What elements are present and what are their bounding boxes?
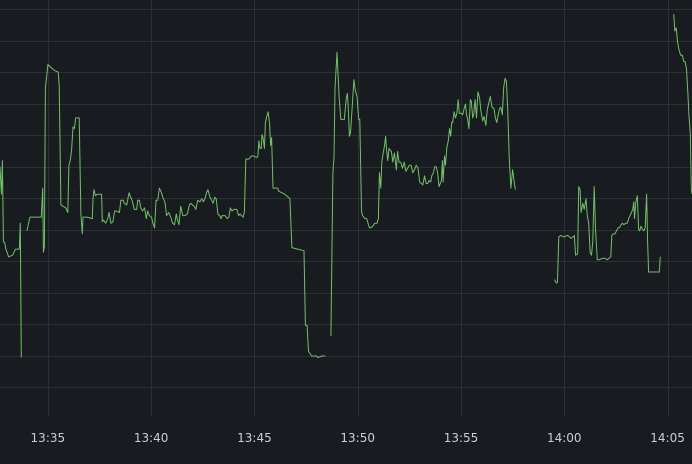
- x-tick-label: 13:45: [237, 431, 272, 445]
- series-line-segment: [0, 160, 22, 358]
- x-tick-label: 13:50: [340, 431, 375, 445]
- x-tick-label: 14:05: [650, 431, 685, 445]
- x-tick-label: 13:55: [444, 431, 479, 445]
- series-line-segment: [26, 64, 326, 358]
- x-tick-label: 14:00: [547, 431, 582, 445]
- grid: [0, 0, 692, 417]
- x-tick-label: 13:40: [134, 431, 169, 445]
- series-line-segment: [673, 14, 692, 195]
- series-line-segment: [330, 51, 516, 337]
- x-axis: 13:35 13:40 13:45 13:50 13:55 14:00 14:05: [31, 431, 685, 445]
- x-tick-label: 13:35: [31, 431, 66, 445]
- series-line-segment: [554, 186, 661, 284]
- series-layer: [0, 14, 692, 358]
